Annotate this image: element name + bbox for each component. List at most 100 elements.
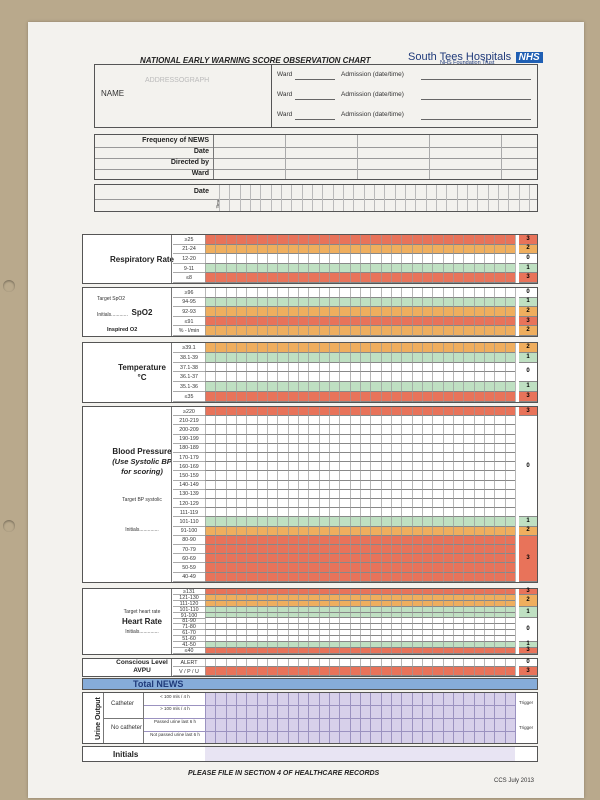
hr-score-cell: 3 <box>519 587 537 595</box>
temperature-score-cell: 1 <box>519 382 537 392</box>
spo2-range-label: % - l/min <box>178 328 200 335</box>
catheter-label: Catheter <box>111 701 135 707</box>
hr-range-label: 61-70 <box>182 630 196 637</box>
bp-section: Blood Pressure (Use Systolic BP for scorin… <box>82 406 538 583</box>
bp-range-label: 180-189 <box>179 445 199 452</box>
spo2-range-label: 92-93 <box>182 309 196 315</box>
urine-output-section: Urine Output Catheter No catheter < 100 … <box>82 692 538 744</box>
spo2-range-label: 94-95 <box>182 299 196 306</box>
bp-initials: Initials.............. <box>125 527 159 533</box>
temperature-score-cell: 0 <box>519 362 537 383</box>
ward-label: Ward <box>277 91 293 98</box>
hr-target: Target heart rate <box>123 609 161 615</box>
hr-range-label: 81-90 <box>182 618 196 625</box>
temperature-range-label: ≤35 <box>184 393 194 400</box>
bp-range-label: 40-49 <box>182 574 196 581</box>
hr-range-label: 101-110 <box>179 606 199 613</box>
hr-range-label: 51-60 <box>182 636 196 643</box>
conscious-score: 3 <box>526 667 530 674</box>
temperature-label-2: °C <box>137 373 147 383</box>
ward-label: Ward <box>277 71 293 78</box>
temperature-score-cell: 3 <box>519 392 537 402</box>
bp-range-label: 200-209 <box>179 427 199 433</box>
hr-range-label: 121-130 <box>179 594 199 601</box>
urine-passed: Passed urine last 6 h <box>153 719 197 724</box>
bp-range-label: 60-69 <box>182 555 196 562</box>
hr-score-cell: 1 <box>519 641 537 648</box>
bp-target: Target BP systolic <box>122 497 162 503</box>
hr-score: 3 <box>526 587 530 594</box>
temperature-range-label: 36.1-37 <box>180 374 198 381</box>
temperature-range-label: ≥39.1 <box>182 344 196 351</box>
bp-score-cell: 3 <box>519 407 537 417</box>
trust-name: NHS Foundation Trust <box>440 60 495 66</box>
respiratory-range-label: 12-20 <box>182 256 196 262</box>
bp-label: Blood Pressure <box>112 447 172 456</box>
date-time-table: Date Time <box>94 184 538 212</box>
respiratory-range-label: ≥25 <box>184 236 194 243</box>
org-logo: South Tees Hospitals NHS <box>408 47 543 65</box>
respiratory-score-cell: 2 <box>519 244 537 255</box>
total-news-label: Total NEWS <box>133 679 184 689</box>
chart-paper: NATIONAL EARLY WARNING SCORE OBSERVATION… <box>3 22 584 798</box>
spo2-score-cell: 2 <box>519 326 537 336</box>
hr-score: 2 <box>526 596 530 603</box>
hr-range-label: ≥131 <box>183 588 195 595</box>
bp-range-label: 91-100 <box>180 528 198 535</box>
conscious-range-label: V / P / U <box>179 668 199 675</box>
spo2-label: SpO2 <box>131 308 153 317</box>
respiratory-score: 3 <box>526 274 530 281</box>
bp-label-3: for scoring) <box>121 467 163 476</box>
respiratory-label: Respiratory Rate <box>109 255 175 264</box>
temperature-range-label: 37.1-38 <box>180 364 198 371</box>
total-news-row: Total NEWS <box>82 678 538 690</box>
spo2-score: 1 <box>526 298 530 305</box>
temperature-range-label: 35.1-36 <box>180 384 198 391</box>
conscious-range-label: ALERT <box>180 660 198 667</box>
spo2-score-cell: 0 <box>519 288 537 298</box>
hr-range-label: 41-50 <box>182 642 196 649</box>
spo2-score-cell: 1 <box>519 297 537 308</box>
respiratory-score: 2 <box>526 245 530 252</box>
bp-range-label: 80-90 <box>182 537 196 544</box>
hr-range-label: ≤40 <box>184 647 194 654</box>
bp-label-2: (Use Systolic BP <box>112 457 172 466</box>
bp-range-label: 111-119 <box>179 509 199 516</box>
urine-catheter-low: < 100 mls / 4 h <box>160 694 190 699</box>
date-label: Date <box>193 188 209 195</box>
conscious-score-cell: 3 <box>519 667 537 676</box>
temperature-score: 0 <box>526 368 530 375</box>
footer-note: PLEASE FILE IN SECTION 4 OF HEALTHCARE R… <box>188 770 380 777</box>
bp-score-cell: 0 <box>519 416 537 518</box>
bp-range-label: 210-219 <box>179 417 199 424</box>
respiratory-range-label: 21-24 <box>182 246 196 253</box>
nhs-logo: NHS <box>515 52 543 63</box>
bp-score: 2 <box>526 527 530 534</box>
spo2-score: 3 <box>526 317 530 324</box>
bp-range-label: 150-159 <box>179 473 199 479</box>
temperature-score: 2 <box>526 343 530 350</box>
hr-range-label: 111-120 <box>179 600 199 607</box>
bp-score: 0 <box>526 462 530 469</box>
hr-range-label: 91-100 <box>180 612 198 619</box>
bp-score-cell: 1 <box>519 517 537 527</box>
urine-catheter-high: > 100 mls / 4 h <box>160 706 190 711</box>
temperature-range-label: 38.1-39 <box>180 354 198 361</box>
temperature-score-cell: 2 <box>519 343 537 353</box>
info-label: Ward <box>191 170 209 177</box>
bp-range-label: 50-59 <box>182 565 196 571</box>
bp-range-label: 160-169 <box>179 463 199 470</box>
temperature-label: Temperature <box>118 363 166 373</box>
temperature-score-cell: 1 <box>519 352 537 363</box>
hr-range-label: 71-80 <box>182 624 196 631</box>
info-label: Directed by <box>170 159 209 166</box>
urine-not-passed: Not passed urine last 6 h <box>150 732 200 737</box>
spo2-score: 0 <box>526 288 530 295</box>
bp-range-label: 130-139 <box>179 491 199 498</box>
conscious-label: Conscious Level <box>116 658 168 666</box>
ward-label: Ward <box>277 111 293 118</box>
punch-hole <box>3 280 15 292</box>
hr-score-cell: 0 <box>519 618 537 643</box>
spo2-range-label: ≥96 <box>184 289 194 296</box>
